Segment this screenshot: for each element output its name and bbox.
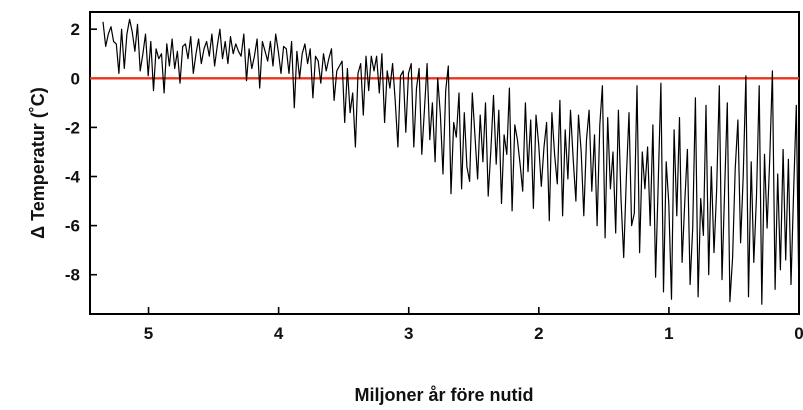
x-tick-label: 0	[794, 324, 803, 343]
x-tick-label: 3	[404, 324, 413, 343]
y-tick-label: -4	[65, 168, 81, 187]
x-axis-title: Miljoner år före nutid	[354, 385, 533, 405]
y-tick-label: 2	[71, 20, 80, 39]
x-tick-label: 2	[534, 324, 543, 343]
y-axis: 2 0 -2 -4 -6 -8	[65, 20, 97, 285]
series-line	[102, 18, 800, 305]
y-tick-label: -2	[65, 118, 80, 137]
y-tick-label: 0	[71, 69, 80, 88]
x-tick-label: 4	[274, 324, 284, 343]
x-tick-label: 1	[664, 324, 673, 343]
x-axis: 5 4 3 2 1 0	[144, 307, 803, 343]
x-tick-label: 5	[144, 324, 153, 343]
y-axis-title: Δ Temperatur (˚C)	[28, 87, 48, 239]
y-tick-label: -6	[65, 217, 80, 236]
plot-frame	[89, 11, 800, 315]
y-tick-label: -8	[65, 266, 80, 285]
